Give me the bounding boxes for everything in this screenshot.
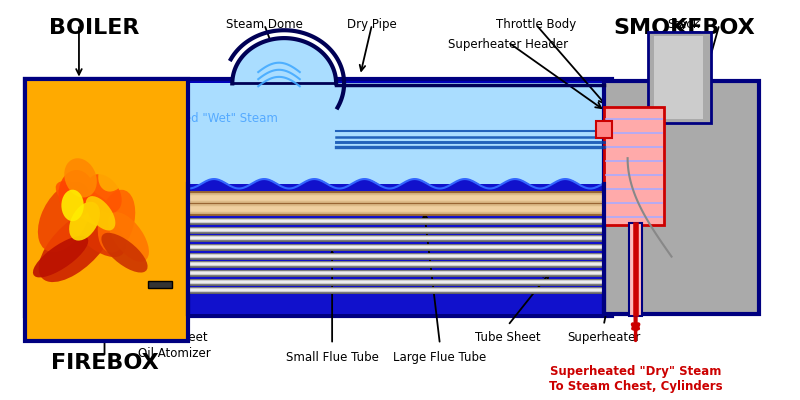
Bar: [149, 281, 172, 288]
Bar: [647, 32, 711, 123]
Bar: [604, 82, 759, 314]
Ellipse shape: [38, 182, 91, 252]
Text: Throttle Body: Throttle Body: [496, 18, 576, 32]
Ellipse shape: [102, 233, 147, 272]
Text: SMOKEBOX: SMOKEBOX: [614, 18, 755, 38]
Text: BOILER: BOILER: [49, 18, 139, 38]
Ellipse shape: [38, 208, 114, 282]
Ellipse shape: [64, 158, 97, 198]
Ellipse shape: [58, 170, 94, 217]
Text: Superheater: Superheater: [567, 332, 640, 344]
Ellipse shape: [87, 174, 122, 213]
Ellipse shape: [56, 181, 122, 230]
Bar: [630, 223, 642, 316]
Ellipse shape: [98, 156, 126, 192]
Text: FIREBOX: FIREBOX: [50, 353, 158, 373]
Bar: [25, 80, 188, 341]
Text: Small Flue Tube: Small Flue Tube: [286, 351, 378, 364]
Bar: [604, 107, 663, 225]
Ellipse shape: [86, 196, 115, 230]
Ellipse shape: [62, 190, 84, 221]
Ellipse shape: [33, 236, 88, 278]
Text: Tube Sheet: Tube Sheet: [475, 332, 541, 344]
Bar: [596, 121, 612, 138]
Bar: [29, 184, 608, 314]
Text: Dry Pipe: Dry Pipe: [347, 18, 397, 32]
Polygon shape: [232, 38, 336, 83]
Ellipse shape: [67, 201, 126, 257]
Bar: [25, 80, 612, 316]
Text: Tube Sheet: Tube Sheet: [142, 332, 208, 344]
Text: Large Flue Tube: Large Flue Tube: [394, 351, 486, 364]
Text: Hot
Fumes: Hot Fumes: [153, 206, 189, 228]
Text: Exhaust
Fumes: Exhaust Fumes: [634, 179, 677, 200]
Text: Superheater Header: Superheater Header: [448, 38, 568, 51]
Text: Superheated "Dry" Steam
To Steam Chest, Cylinders: Superheated "Dry" Steam To Steam Chest, …: [549, 365, 722, 393]
Text: Stack: Stack: [667, 18, 700, 32]
Bar: [654, 36, 703, 119]
Ellipse shape: [98, 190, 135, 252]
Ellipse shape: [69, 202, 100, 240]
Text: Steam Dome: Steam Dome: [226, 18, 302, 32]
Bar: [29, 83, 608, 184]
Text: Saturated "Wet" Steam: Saturated "Wet" Steam: [141, 112, 278, 125]
Text: Oil Atomizer: Oil Atomizer: [138, 347, 211, 360]
Ellipse shape: [108, 212, 149, 262]
